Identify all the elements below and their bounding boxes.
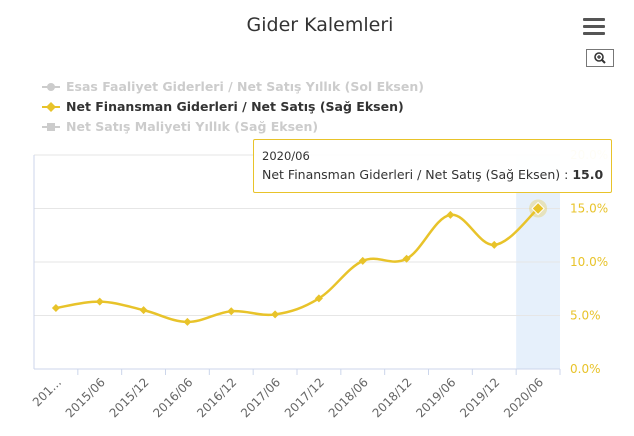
data-point[interactable] [183, 317, 192, 326]
x-tick-label: 2018/06 [326, 375, 371, 420]
x-tick-label: 2020/06 [501, 375, 546, 420]
data-point[interactable] [227, 307, 236, 316]
legend-item-net-finansman[interactable]: Net Finansman Giderleri / Net Satış (Sağ… [42, 97, 424, 117]
tooltip-series: Net Finansman Giderleri / Net Satış (Sağ… [262, 167, 561, 182]
hamburger-menu-icon[interactable] [583, 18, 605, 38]
diamond-marker-icon [42, 100, 60, 114]
legend-item-esas-faaliyet[interactable]: Esas Faaliyet Giderleri / Net Satış Yıll… [42, 77, 424, 97]
data-point[interactable] [271, 310, 280, 319]
data-point[interactable] [446, 210, 455, 219]
data-point[interactable] [139, 306, 148, 315]
data-point[interactable] [490, 240, 499, 249]
y-tick-label: 15.0% [570, 202, 608, 216]
data-point[interactable] [51, 304, 60, 313]
x-tick-label: 2016/12 [194, 375, 239, 420]
x-tick-label: 2016/06 [150, 375, 195, 420]
zoom-button[interactable] [586, 49, 614, 67]
x-tick-label: 2019/06 [413, 375, 458, 420]
y-tick-label: 5.0% [570, 309, 601, 323]
chart-title: Gider Kalemleri [246, 14, 394, 36]
circle-marker-icon [42, 80, 60, 94]
data-point[interactable] [531, 201, 545, 216]
legend-label: Net Satış Maliyeti Yıllık (Sağ Eksen) [66, 119, 319, 134]
square-marker-icon [42, 120, 60, 134]
x-tick-label: 2017/06 [238, 375, 283, 420]
x-tick-label: 2019/12 [457, 375, 502, 420]
zoom-magnifier-icon [594, 52, 606, 64]
y-tick-label: 0.0% [570, 362, 601, 376]
data-point[interactable] [402, 254, 411, 263]
x-tick-label: 2018/12 [370, 375, 415, 420]
legend-item-net-satis-maliyeti[interactable]: Net Satış Maliyeti Yıllık (Sağ Eksen) [42, 117, 424, 137]
series-line [55, 207, 539, 324]
data-point[interactable] [358, 256, 367, 265]
x-tick-label: 2015/12 [107, 375, 152, 420]
chart-tooltip: 2020/06 Net Finansman Giderleri / Net Sa… [253, 139, 612, 193]
x-axis-labels: 201...2015/062015/122016/062016/122017/0… [30, 375, 546, 420]
tooltip-date: 2020/06 [262, 149, 310, 163]
legend-label: Net Finansman Giderleri / Net Satış (Sağ… [66, 99, 404, 114]
y-tick-label: 10.0% [570, 255, 608, 269]
x-tick-label: 201... [30, 375, 64, 409]
chart-legend: Esas Faaliyet Giderleri / Net Satış Yıll… [42, 77, 424, 137]
x-tick-label: 2015/06 [63, 375, 108, 420]
data-point[interactable] [314, 294, 323, 303]
series-net-finansman [51, 199, 548, 326]
legend-label: Esas Faaliyet Giderleri / Net Satış Yıll… [66, 79, 424, 94]
tooltip-value: 15.0 [572, 167, 604, 182]
data-point[interactable] [95, 297, 104, 306]
x-tick-label: 2017/12 [282, 375, 327, 420]
tooltip-separator: : [560, 167, 573, 182]
